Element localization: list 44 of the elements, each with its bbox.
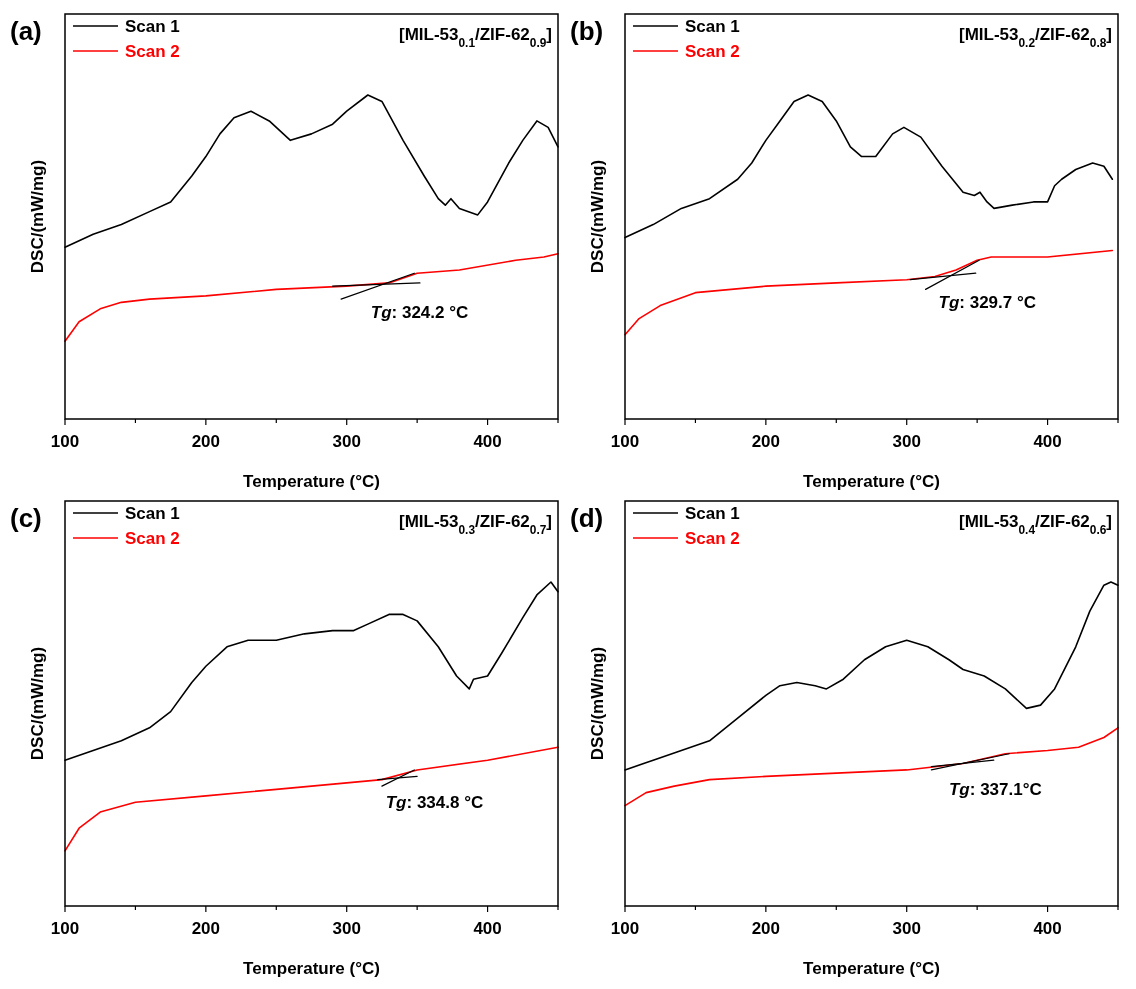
chart-title: [MIL-53$_{0.1}$/ZIF-62$_{0.9}$] bbox=[398, 25, 552, 50]
annotation: Tg: 337.1°C bbox=[948, 780, 1042, 800]
x-tick-label: 400 bbox=[473, 919, 502, 938]
x-tick-label: 100 bbox=[50, 919, 80, 938]
chart-title: [MIL-53$_{0.3}$/ZIF-62$_{0.7}$] bbox=[398, 512, 552, 537]
x-tick-label: 200 bbox=[191, 432, 221, 451]
legend-label: Scan 1 bbox=[685, 504, 740, 523]
legend-label: Scan 2 bbox=[685, 529, 740, 548]
x-tick-label: 300 bbox=[332, 919, 361, 938]
text: (b) bbox=[570, 16, 604, 46]
legend-label: Scan 1 bbox=[685, 17, 740, 36]
text: (a) bbox=[10, 16, 42, 46]
x-tick-label: 200 bbox=[751, 919, 781, 938]
x-tick-label: 100 bbox=[610, 919, 640, 938]
text: (c) bbox=[10, 503, 42, 533]
x-tick-label: 200 bbox=[751, 432, 781, 451]
legend-label: Scan 2 bbox=[685, 42, 740, 61]
chart-title: [MIL-53$_{0.2}$/ZIF-62$_{0.8}$] bbox=[958, 25, 1112, 50]
annotation: Tg: 329.7 °C bbox=[938, 293, 1037, 313]
x-axis-title: Temperature (°C) bbox=[803, 959, 940, 978]
annotation: Tg: 324.2 °C bbox=[370, 303, 469, 323]
annotation: Tg: 334.8 °C bbox=[385, 793, 484, 813]
x-axis-title: Temperature (°C) bbox=[803, 472, 940, 491]
y-axis-title: DSC/(mW/mg) bbox=[588, 159, 607, 274]
x-axis-title: Temperature (°C) bbox=[243, 472, 380, 491]
y-axis-title: DSC/(mW/mg) bbox=[28, 646, 47, 761]
x-tick-label: 300 bbox=[332, 432, 361, 451]
y-axis-title: DSC/(mW/mg) bbox=[588, 646, 607, 761]
legend-label: Scan 1 bbox=[125, 17, 180, 36]
x-tick-label: 100 bbox=[50, 432, 80, 451]
x-tick-label: 100 bbox=[610, 432, 640, 451]
legend-label: Scan 1 bbox=[125, 504, 180, 523]
chart-title: [MIL-53$_{0.4}$/ZIF-62$_{0.6}$] bbox=[958, 512, 1112, 537]
legend-label: Scan 2 bbox=[125, 42, 180, 61]
x-axis-title: Temperature (°C) bbox=[243, 959, 380, 978]
legend-label: Scan 2 bbox=[125, 529, 180, 548]
x-tick-label: 400 bbox=[1033, 432, 1062, 451]
x-tick-label: 400 bbox=[1033, 919, 1062, 938]
text: (d) bbox=[570, 503, 604, 533]
x-tick-label: 400 bbox=[473, 432, 502, 451]
x-tick-label: 200 bbox=[191, 919, 221, 938]
x-tick-label: 300 bbox=[892, 919, 921, 938]
y-axis-title: DSC/(mW/mg) bbox=[28, 159, 47, 274]
x-tick-label: 300 bbox=[892, 432, 921, 451]
